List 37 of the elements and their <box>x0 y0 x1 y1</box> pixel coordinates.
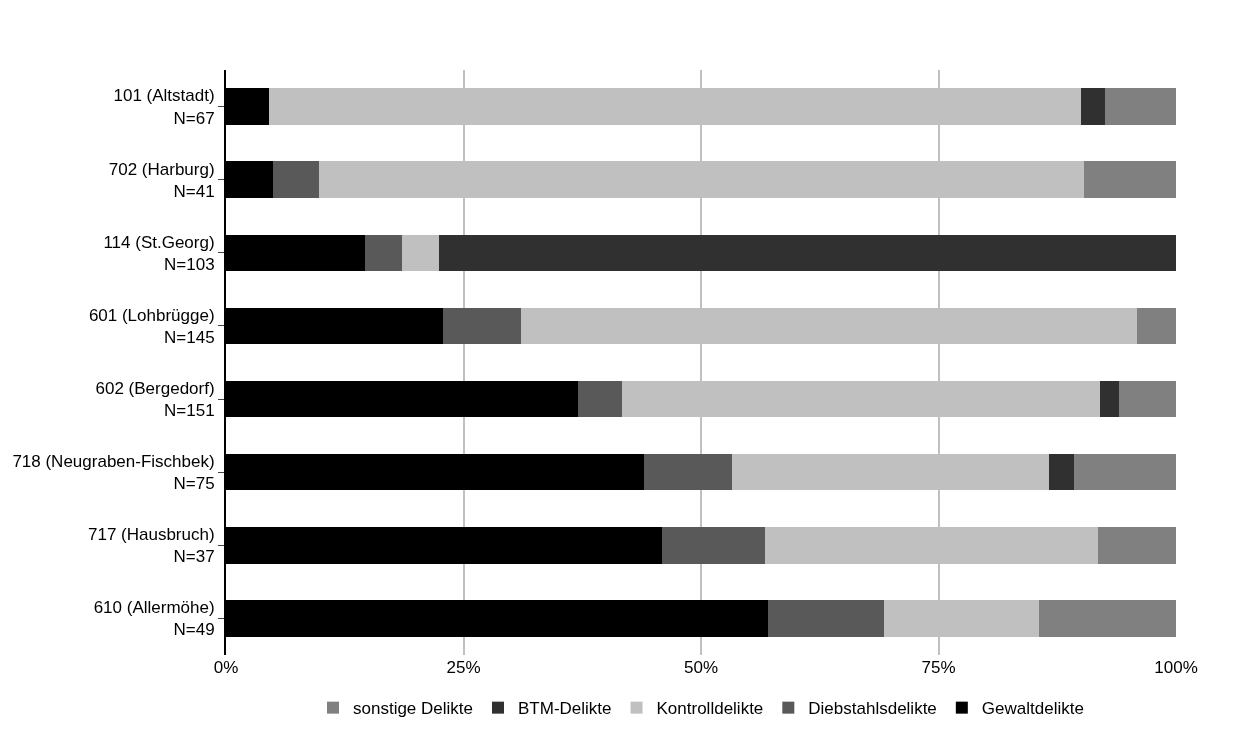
bar <box>662 527 765 564</box>
bar <box>272 161 320 198</box>
y-tick-label: 702 (Harburg) N=41 <box>108 159 215 201</box>
bar <box>1081 88 1105 125</box>
y-tick-label: 114 (St.Georg) N=103 <box>103 232 215 274</box>
x-tick-label: 0% <box>213 658 239 677</box>
legend-label: Kontrolldelikte <box>656 699 764 719</box>
bar <box>1083 161 1176 198</box>
bar <box>442 307 522 345</box>
bar <box>401 234 439 272</box>
bar <box>1039 600 1176 637</box>
x-tick-label: 100% <box>1154 658 1198 677</box>
bar <box>1137 307 1176 345</box>
bar <box>1048 453 1075 491</box>
bar <box>1119 380 1176 418</box>
x-tick-label: 25% <box>446 658 481 677</box>
legend-label: sonstige Delikte <box>353 699 474 719</box>
bar <box>1074 453 1176 491</box>
x-tick-label: 75% <box>921 658 956 677</box>
legend-label: Gewaltdelikte <box>981 699 1084 719</box>
bar <box>644 453 733 491</box>
y-tick-label: 602 (Bergedorf) N=151 <box>95 378 215 421</box>
y-tick-label: 601 (Lohbrügge) N=145 <box>88 305 215 347</box>
bar <box>438 234 1176 272</box>
y-tick-label: 101 (Altstadt) N=67 <box>113 86 215 128</box>
legend-label: Diebstahlsdelikte <box>808 699 937 719</box>
legend-label: BTM-Delikte <box>518 699 612 719</box>
y-tick-label: 610 (Allermöhe) N=49 <box>93 598 215 640</box>
bar <box>1104 88 1176 125</box>
bar <box>1100 380 1119 418</box>
x-tick-label: 50% <box>683 658 719 677</box>
y-tick-label: 718 (Neugraben-Fischbek) N=75 <box>12 452 215 494</box>
bar <box>768 600 885 637</box>
y-tick-label: 717 (Hausbruch) N=37 <box>87 525 215 567</box>
bar <box>578 380 623 418</box>
bar <box>1098 527 1176 564</box>
bar <box>364 234 402 272</box>
